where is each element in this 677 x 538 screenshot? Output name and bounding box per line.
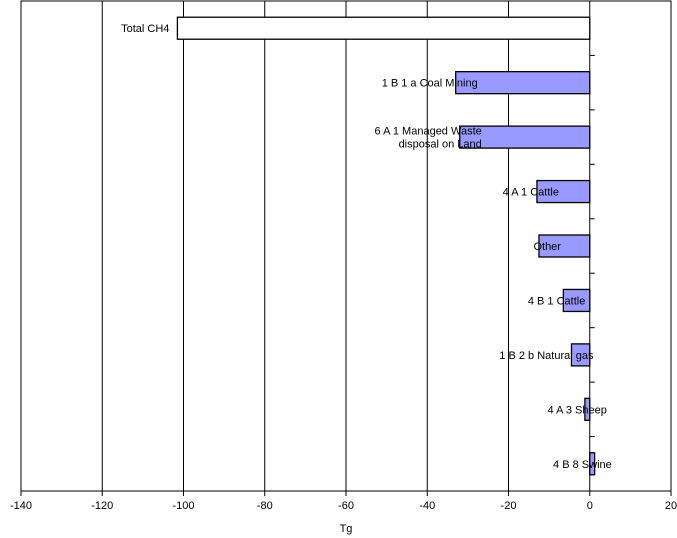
category-label-line: Total CH4: [121, 23, 169, 35]
x-tick-label: -20: [501, 500, 517, 512]
category-label-line: 1 B 2 b Natural gas: [499, 350, 594, 362]
bar: [584, 397, 591, 421]
x-tick-label: 0: [587, 500, 593, 512]
category-label: 4 A 1 Cattle: [503, 187, 559, 199]
x-tick-label: -80: [257, 500, 273, 512]
bars: [176, 16, 596, 476]
category-label-line: disposal on Land: [399, 139, 482, 151]
bar: [562, 288, 591, 313]
category-labels: Total CH4 1 B 1 a Coal Mining 6 A 1 Manage…: [121, 23, 612, 471]
bar: [536, 179, 591, 204]
category-label: 4 B 1 Cattle: [528, 295, 585, 307]
category-label: Other: [533, 241, 561, 253]
x-axis: -140 -120 -100 -80 -60 -40 -20 0 20: [10, 491, 677, 512]
bar: [570, 343, 591, 367]
bar: [455, 71, 591, 95]
category-label-line: 1 B 1 a Coal Mining: [382, 78, 478, 90]
bar: [589, 452, 596, 476]
category-label: 4 A 3 Sheep: [548, 404, 607, 416]
category-label-line: 4 A 1 Cattle: [503, 187, 559, 199]
category-label: 6 A 1 Managed Waste disposal on Land: [375, 126, 482, 151]
x-tick-label: -100: [172, 500, 194, 512]
category-label: Total CH4: [121, 23, 169, 35]
category-label-line: 4 B 1 Cattle: [528, 295, 585, 307]
x-tick-label: -60: [338, 500, 354, 512]
category-label-line: 4 B 8 Swine: [553, 459, 612, 471]
x-tick-label: -120: [91, 500, 113, 512]
x-axis-title: Tg: [340, 523, 353, 535]
bar: [459, 125, 591, 149]
category-label: 1 B 1 a Coal Mining: [382, 78, 478, 90]
category-label: 1 B 2 b Natural gas: [499, 350, 594, 362]
x-tick-label: -40: [419, 500, 435, 512]
category-label-line: Other: [533, 241, 561, 253]
bar: [538, 234, 591, 258]
category-label-line: 6 A 1 Managed Waste: [375, 126, 482, 138]
x-tick-label: 20: [665, 500, 677, 512]
bar: [176, 16, 591, 40]
category-label-line: 4 A 3 Sheep: [548, 404, 607, 416]
category-label: 4 B 8 Swine: [553, 459, 612, 471]
x-tick-label: -140: [10, 500, 32, 512]
